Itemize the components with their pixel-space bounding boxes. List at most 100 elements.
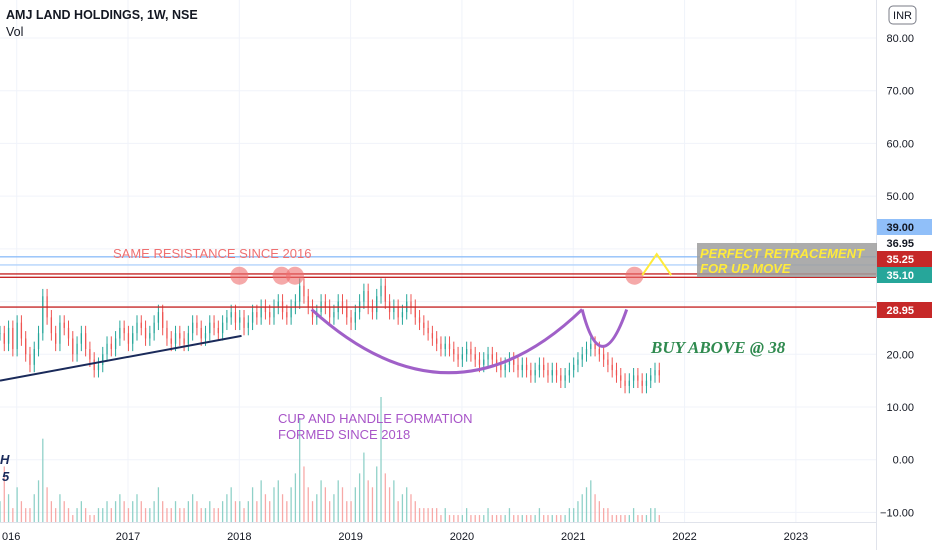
candle-body: [192, 322, 194, 334]
volume-bar: [641, 515, 643, 522]
candle-body: [581, 354, 583, 360]
volume-bar: [380, 397, 382, 522]
volume-bar: [358, 473, 361, 522]
volume-bar: [25, 508, 27, 522]
volume-bar: [577, 501, 579, 522]
volume-bar: [174, 501, 177, 522]
volume-bar: [187, 501, 190, 522]
left-edge-letter-1: H: [0, 452, 10, 467]
volume-bar: [513, 515, 515, 522]
candle-body: [637, 375, 639, 381]
volume-bar: [594, 494, 596, 522]
volume-bar: [384, 473, 386, 522]
candle-body: [555, 370, 558, 376]
candle-body: [465, 349, 468, 355]
volume-bar: [504, 515, 506, 522]
candle-body: [260, 306, 262, 318]
candle-body: [474, 354, 476, 360]
volume-bar: [157, 487, 160, 522]
volume-bar: [654, 508, 656, 522]
volume-bar: [423, 508, 425, 522]
candle-body: [602, 354, 605, 360]
candle-body: [299, 285, 301, 302]
volume-bar: [543, 515, 545, 522]
volume-bar: [119, 494, 121, 522]
volume-bar: [431, 508, 434, 522]
volume-bar: [84, 508, 87, 522]
candles: [0, 278, 660, 394]
volume-bar: [393, 480, 395, 522]
up-arrow: [641, 252, 673, 276]
candle-body: [329, 306, 331, 318]
candle-body: [594, 343, 596, 350]
candle-body: [42, 296, 44, 334]
candle-body: [307, 296, 309, 307]
candle-body: [525, 364, 528, 371]
candle-body: [136, 322, 138, 334]
candle-body: [431, 333, 434, 339]
volume-bar: [508, 508, 511, 522]
candle-body: [123, 327, 125, 334]
candle-body: [624, 380, 626, 386]
candle-body: [256, 312, 258, 318]
time-axis[interactable]: 016 2017 2018 2019 2020 2021 2022 2023: [0, 522, 876, 544]
candle-body: [401, 312, 404, 318]
candle-body: [50, 317, 53, 334]
volume-bar: [371, 487, 374, 522]
candle-body: [564, 375, 566, 381]
candle-body: [29, 354, 31, 365]
volume-bar: [534, 515, 536, 522]
volume-bar: [29, 508, 31, 522]
volume-bar: [230, 487, 232, 522]
candle-body: [7, 327, 10, 344]
price-tag-label: 35.10: [886, 270, 914, 282]
volume-bar: [204, 508, 207, 522]
volume-bar: [568, 508, 571, 522]
volume-bar: [149, 508, 151, 522]
candle-body: [620, 375, 622, 381]
candle-body: [551, 370, 553, 376]
volume-bar: [538, 508, 541, 522]
volume-bar: [333, 494, 335, 522]
candle-body: [534, 370, 536, 376]
volume-bar: [76, 508, 78, 522]
candle-body: [294, 301, 297, 307]
volume-bar: [307, 487, 309, 522]
volume-bar: [217, 508, 219, 522]
resistance-touch-circle: [272, 266, 291, 285]
time-tick-label: 2018: [227, 531, 251, 543]
candle-body: [487, 354, 489, 360]
candle-body: [153, 322, 155, 334]
volume-bar: [256, 501, 258, 522]
candle-body: [162, 312, 164, 328]
candle-body: [513, 359, 515, 365]
candle-body: [144, 327, 147, 339]
volume-bar: [136, 494, 138, 522]
candle-body: [350, 317, 352, 323]
volume-bar: [350, 501, 352, 522]
volume-bar: [363, 452, 365, 522]
volume-bar: [414, 501, 416, 522]
volume-bar: [410, 494, 412, 522]
volume-bar: [457, 515, 459, 522]
candle-body: [286, 312, 288, 318]
volume-bar: [602, 508, 605, 522]
candle-body: [448, 343, 451, 350]
candle-body: [209, 322, 211, 334]
volume-bar: [440, 515, 442, 522]
candle-body: [436, 338, 438, 344]
volume-bar: [598, 501, 600, 522]
candle-body: [3, 333, 5, 344]
price-tick-label: 60.00: [886, 138, 914, 150]
volume-bar: [213, 508, 215, 522]
price-tag-label: 39.00: [886, 222, 914, 234]
time-tick-label: 2023: [784, 531, 808, 543]
candle-body: [590, 343, 592, 350]
currency-button[interactable]: INR: [888, 5, 917, 25]
volume-bar: [444, 508, 446, 522]
volume-bar: [448, 515, 451, 522]
candle-body: [453, 349, 455, 355]
candle-body: [384, 285, 386, 302]
